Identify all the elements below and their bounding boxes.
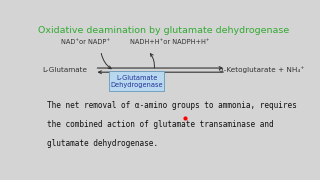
FancyBboxPatch shape [109, 71, 164, 91]
Text: glutamate dehydrogenase.: glutamate dehydrogenase. [47, 139, 158, 148]
Text: Oxidative deamination by glutamate dehydrogenase: Oxidative deamination by glutamate dehyd… [38, 26, 290, 35]
Text: The net removal of α-amino groups to ammonia, requires: The net removal of α-amino groups to amm… [47, 101, 297, 110]
Text: L-Glutamate
Dehydrogenase: L-Glutamate Dehydrogenase [110, 75, 163, 88]
Text: α-Ketoglutarate + NH₄⁺: α-Ketoglutarate + NH₄⁺ [219, 67, 305, 73]
Text: the combined action of glutamate transaminase and: the combined action of glutamate transam… [47, 120, 274, 129]
Text: L-Glutamate: L-Glutamate [42, 67, 87, 73]
Text: NADH+H⁺or NADPH+H⁺: NADH+H⁺or NADPH+H⁺ [131, 39, 210, 45]
Text: NAD⁺or NADP⁺: NAD⁺or NADP⁺ [61, 39, 110, 45]
